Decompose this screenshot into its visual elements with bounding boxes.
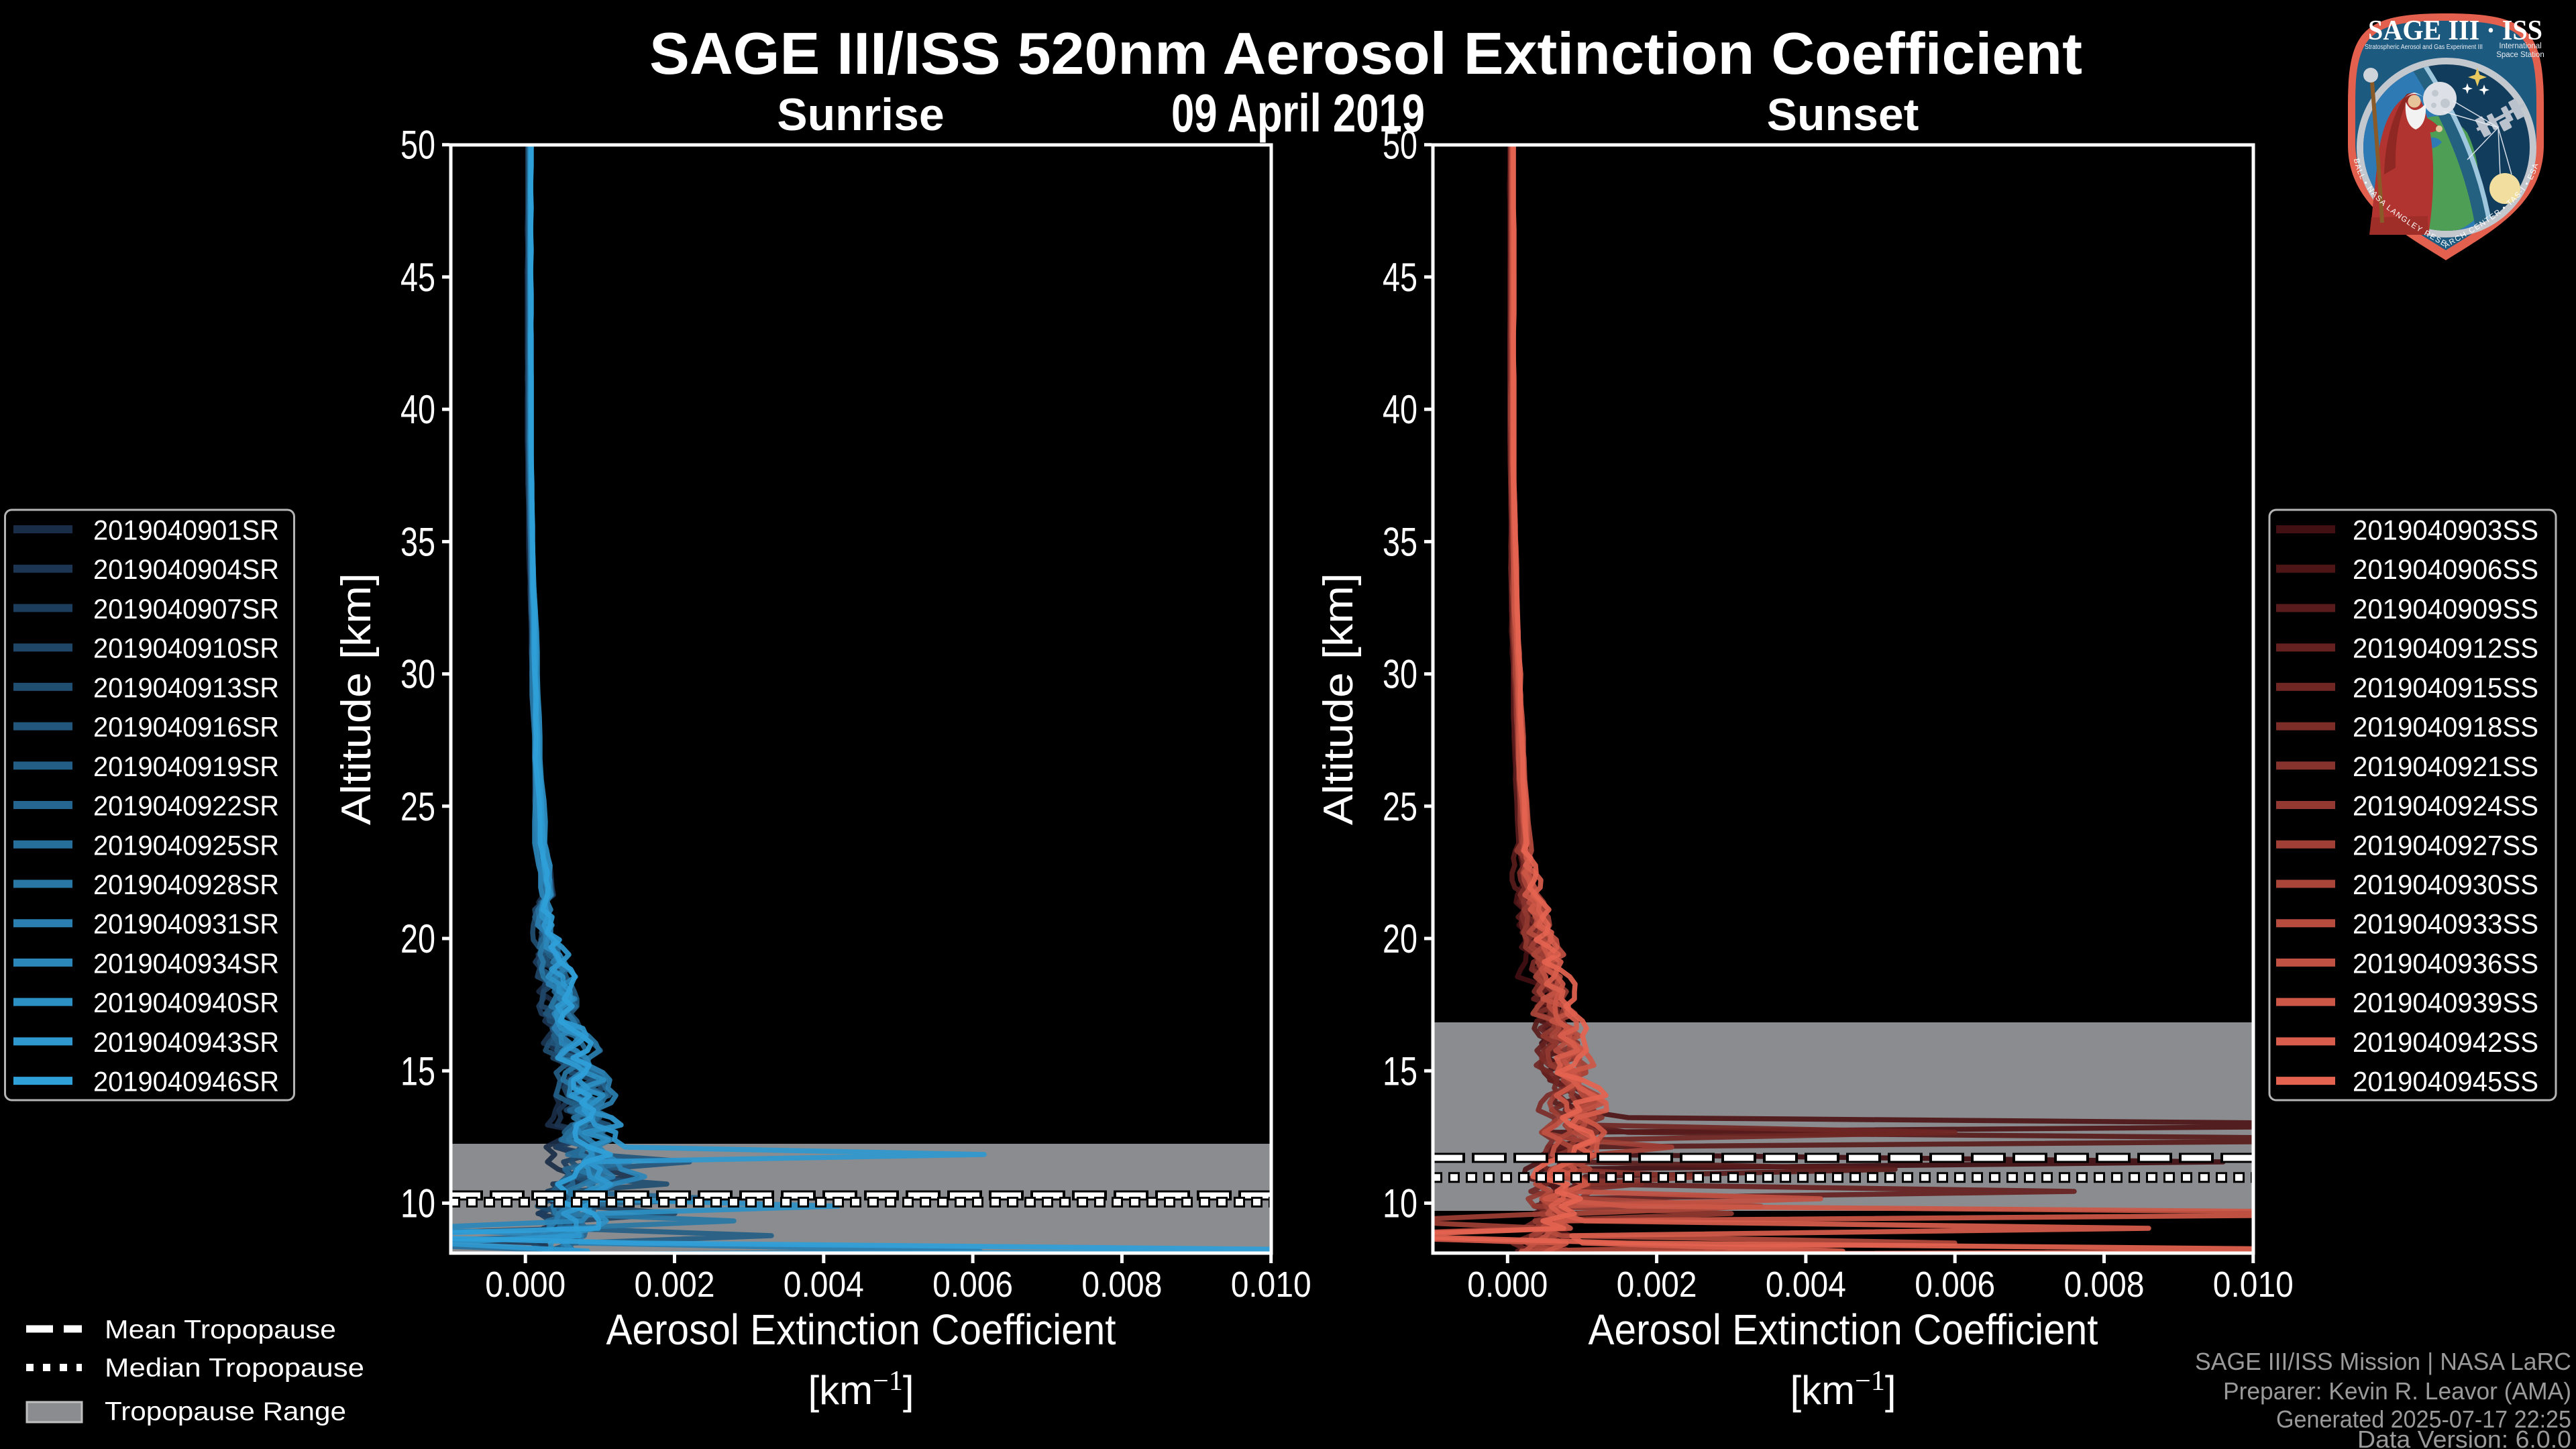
svg-text:0.006: 0.006	[1915, 1265, 1995, 1305]
svg-text:2019040927SS: 2019040927SS	[2353, 829, 2538, 861]
svg-text:0.006: 0.006	[932, 1265, 1013, 1305]
svg-text:Space Station: Space Station	[2496, 51, 2544, 59]
svg-text:2019040916SR: 2019040916SR	[93, 711, 279, 743]
svg-text:Aerosol Extinction Coefficient: Aerosol Extinction Coefficient	[606, 1305, 1116, 1354]
svg-text:Mean Tropopause: Mean Tropopause	[105, 1316, 336, 1344]
svg-text:International: International	[2499, 42, 2541, 50]
svg-text:Aerosol Extinction Coefficient: Aerosol Extinction Coefficient	[1589, 1305, 2098, 1354]
svg-text:50: 50	[1383, 123, 1417, 168]
svg-text:Preparer: Kevin R. Leavor (AMA: Preparer: Kevin R. Leavor (AMA)	[2223, 1377, 2571, 1405]
svg-text:2019040936SS: 2019040936SS	[2353, 947, 2538, 979]
svg-text:2019040919SR: 2019040919SR	[93, 751, 279, 782]
svg-text:Generated 2025-07-17 22:25: Generated 2025-07-17 22:25	[2276, 1405, 2571, 1433]
svg-text:2019040903SS: 2019040903SS	[2353, 515, 2538, 546]
svg-text:30: 30	[400, 652, 435, 697]
svg-text:2019040912SS: 2019040912SS	[2353, 633, 2538, 664]
svg-text:10: 10	[400, 1181, 435, 1226]
svg-text:2019040934SR: 2019040934SR	[93, 947, 279, 979]
svg-text:09 April 2019: 09 April 2019	[1171, 83, 1425, 143]
svg-text:25: 25	[1383, 784, 1417, 829]
svg-text:2019040939SS: 2019040939SS	[2353, 987, 2538, 1018]
svg-text:0.008: 0.008	[2064, 1265, 2145, 1305]
svg-text:0.010: 0.010	[1231, 1265, 1311, 1305]
svg-text:2019040921SS: 2019040921SS	[2353, 751, 2538, 782]
svg-text:0.004: 0.004	[784, 1265, 864, 1305]
svg-text:Sunset: Sunset	[1767, 89, 1919, 140]
svg-text:0.010: 0.010	[2213, 1265, 2294, 1305]
svg-text:20: 20	[1383, 916, 1417, 961]
svg-text:30: 30	[1383, 652, 1417, 697]
svg-text:2019040918SS: 2019040918SS	[2353, 711, 2538, 743]
svg-text:2019040901SR: 2019040901SR	[93, 515, 279, 546]
svg-text:2019040930SS: 2019040930SS	[2353, 869, 2538, 900]
svg-text:2019040942SS: 2019040942SS	[2353, 1026, 2538, 1058]
svg-text:0.002: 0.002	[635, 1265, 715, 1305]
svg-text:Tropopause Range: Tropopause Range	[105, 1397, 346, 1426]
svg-text:2019040943SR: 2019040943SR	[93, 1026, 279, 1058]
svg-text:2019040928SR: 2019040928SR	[93, 869, 279, 900]
svg-text:2019040906SS: 2019040906SS	[2353, 553, 2538, 585]
svg-text:40: 40	[400, 387, 435, 432]
svg-text:2019040904SR: 2019040904SR	[93, 553, 279, 585]
svg-text:2019040909SS: 2019040909SS	[2353, 593, 2538, 625]
svg-text:0.000: 0.000	[1467, 1265, 1548, 1305]
svg-text:2019040925SR: 2019040925SR	[93, 829, 279, 861]
svg-text:15: 15	[1383, 1049, 1417, 1093]
svg-text:10: 10	[1383, 1181, 1417, 1226]
svg-text:0.004: 0.004	[1766, 1265, 1846, 1305]
svg-text:45: 45	[1383, 255, 1417, 300]
svg-text:Stratospheric Aerosol and Gas: Stratospheric Aerosol and Gas Experiment…	[2365, 44, 2483, 51]
svg-text:35: 35	[400, 519, 435, 564]
svg-text:2019040924SS: 2019040924SS	[2353, 790, 2538, 822]
svg-text:2019040945SS: 2019040945SS	[2353, 1066, 2538, 1097]
svg-text:2019040910SR: 2019040910SR	[93, 633, 279, 664]
svg-text:0.000: 0.000	[485, 1265, 566, 1305]
svg-text:50: 50	[400, 123, 435, 168]
svg-text:SAGE III/ISS 520nm Aerosol Ext: SAGE III/ISS 520nm Aerosol Extinction Co…	[649, 20, 2082, 87]
svg-text:2019040933SS: 2019040933SS	[2353, 908, 2538, 940]
svg-text:2019040915SS: 2019040915SS	[2353, 672, 2538, 703]
svg-text:0.002: 0.002	[1617, 1265, 1697, 1305]
svg-text:20: 20	[400, 916, 435, 961]
svg-text:Data Version: 6.0.0: Data Version: 6.0.0	[2357, 1426, 2571, 1449]
svg-text:15: 15	[400, 1049, 435, 1093]
svg-text:2019040946SR: 2019040946SR	[93, 1066, 279, 1097]
svg-text:25: 25	[400, 784, 435, 829]
svg-text:2019040922SR: 2019040922SR	[93, 790, 279, 822]
svg-text:45: 45	[400, 255, 435, 300]
svg-text:Altitude [km]: Altitude [km]	[333, 573, 380, 825]
svg-text:SAGE III/ISS Mission | NASA La: SAGE III/ISS Mission | NASA LaRC	[2195, 1348, 2571, 1375]
svg-text:2019040940SR: 2019040940SR	[93, 987, 279, 1018]
svg-text:Altitude [km]: Altitude [km]	[1316, 573, 1362, 825]
svg-text:40: 40	[1383, 387, 1417, 432]
svg-text:[km−1]: [km−1]	[1790, 1366, 1896, 1413]
svg-text:35: 35	[1383, 519, 1417, 564]
svg-text:2019040913SR: 2019040913SR	[93, 672, 279, 703]
svg-text:2019040931SR: 2019040931SR	[93, 908, 279, 940]
svg-text:2019040907SR: 2019040907SR	[93, 593, 279, 625]
svg-text:SAGE III · ISS: SAGE III · ISS	[2368, 15, 2542, 46]
svg-text:Median Tropopause: Median Tropopause	[105, 1354, 364, 1383]
svg-text:0.008: 0.008	[1081, 1265, 1162, 1305]
svg-text:Sunrise: Sunrise	[777, 89, 944, 140]
